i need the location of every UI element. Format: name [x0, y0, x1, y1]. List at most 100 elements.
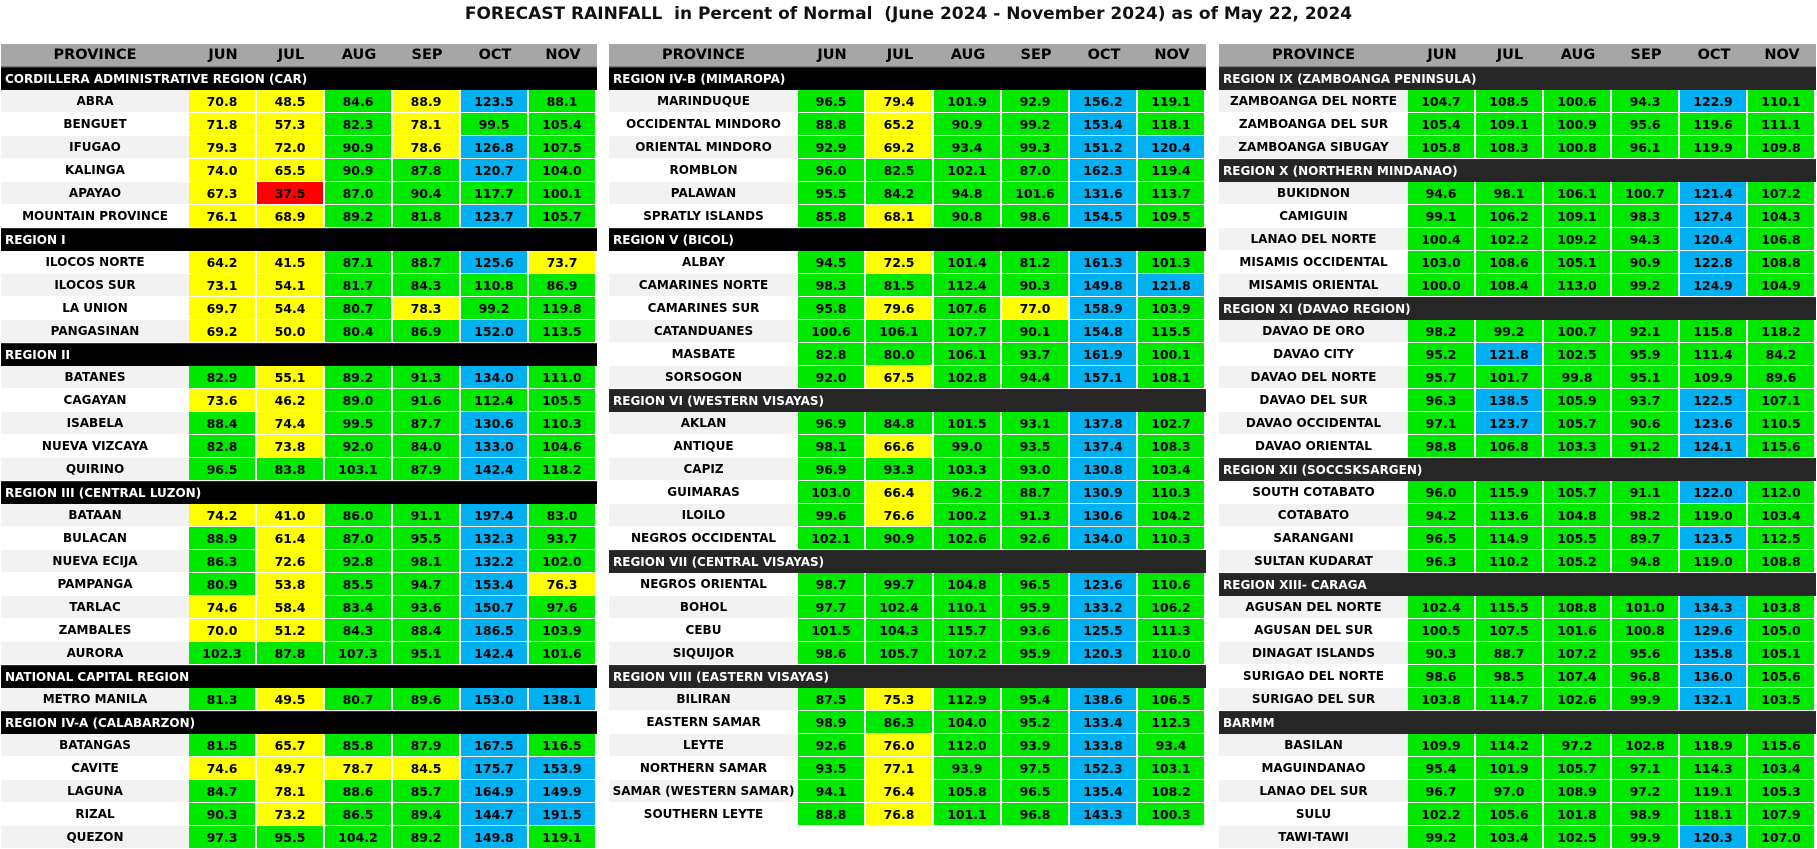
value-cell-aug: 80.7: [325, 297, 393, 320]
value-cell-jul: 108.3: [1476, 136, 1544, 159]
value-cell-aug: 106.1: [934, 343, 1002, 366]
value-cell-aug: 100.8: [1544, 136, 1612, 159]
table-row: ZAMBOANGA DEL NORTE 104.7 108.5 100.6 94.3 12…: [1219, 90, 1816, 113]
value-cell-nov: 121.8: [1138, 274, 1206, 297]
value-cell-jun: 98.6: [798, 642, 866, 665]
value-cell-sep: 95.6: [1612, 113, 1680, 136]
value-cell-jul: 95.5: [257, 826, 325, 849]
province-name: DAVAO DEL SUR: [1219, 389, 1408, 412]
region-name: REGION III (CENTRAL LUZON): [1, 481, 597, 504]
table-row: SORSOGON 92.0 67.5 102.8 94.4 157.1 108.1: [609, 366, 1206, 389]
table-row: AGUSAN DEL NORTE 102.4 115.5 108.8 101.0 134.…: [1219, 596, 1816, 619]
province-name: ZAMBOANGA SIBUGAY: [1219, 136, 1408, 159]
value-cell-jun: 69.2: [189, 320, 257, 343]
value-cell-oct: 109.9: [1680, 366, 1748, 389]
value-cell-aug: 90.9: [934, 113, 1002, 136]
table-row: AKLAN 96.9 84.8 101.5 93.1 137.8 102.7: [609, 412, 1206, 435]
value-cell-nov: 118.1: [1138, 113, 1206, 136]
value-cell-sep: 87.9: [393, 458, 461, 481]
value-cell-jun: 82.9: [189, 366, 257, 389]
value-cell-jul: 41.0: [257, 504, 325, 527]
column-header-oct: OCT: [1070, 44, 1138, 67]
region-header-row: REGION III (CENTRAL LUZON): [1, 481, 597, 504]
province-name: CAMIGUIN: [1219, 205, 1408, 228]
table-row: NEGROS OCCIDENTAL 102.1 90.9 102.6 92.6 134.0…: [609, 527, 1206, 550]
province-name: DAVAO OCCIDENTAL: [1219, 412, 1408, 435]
value-cell-jun: 70.0: [189, 619, 257, 642]
value-cell-sep: 98.2: [1612, 504, 1680, 527]
province-name: KALINGA: [1, 159, 189, 182]
value-cell-aug: 97.2: [1544, 734, 1612, 757]
table-row: KALINGA 74.0 65.5 90.9 87.8 120.7 104.0: [1, 159, 597, 182]
value-cell-sep: 93.7: [1002, 343, 1070, 366]
table-row: CAMIGUIN 99.1 106.2 109.1 98.3 127.4 104.3: [1219, 205, 1816, 228]
table-row: DAVAO DEL SUR 96.3 138.5 105.9 93.7 122.5 107.…: [1219, 389, 1816, 412]
table-row: PALAWAN 95.5 84.2 94.8 101.6 131.6 113.7: [609, 182, 1206, 205]
value-cell-oct: 153.0: [461, 688, 529, 711]
table-row: NORTHERN SAMAR 93.5 77.1 93.9 97.5 152.3 103.1: [609, 757, 1206, 780]
value-cell-sep: 81.2: [1002, 251, 1070, 274]
value-cell-jun: 88.8: [798, 113, 866, 136]
value-cell-aug: 89.0: [325, 389, 393, 412]
value-cell-sep: 101.0: [1612, 596, 1680, 619]
value-cell-aug: 107.2: [934, 642, 1002, 665]
value-cell-jul: 51.2: [257, 619, 325, 642]
region-name: REGION V (BICOL): [609, 228, 1206, 251]
value-cell-jul: 79.6: [866, 297, 934, 320]
region-name: REGION IV-A (CALABARZON): [1, 711, 597, 734]
value-cell-sep: 78.1: [393, 113, 461, 136]
value-cell-oct: 99.5: [461, 113, 529, 136]
value-cell-sep: 88.7: [1002, 481, 1070, 504]
value-cell-oct: 132.3: [461, 527, 529, 550]
value-cell-aug: 92.8: [325, 550, 393, 573]
province-name: ILOCOS NORTE: [1, 251, 189, 274]
value-cell-jun: 79.3: [189, 136, 257, 159]
value-cell-sep: 98.1: [393, 550, 461, 573]
table-row: BUKIDNON 94.6 98.1 106.1 100.7 121.4 107.2: [1219, 182, 1816, 205]
value-cell-jun: 96.5: [798, 90, 866, 113]
value-cell-nov: 104.3: [1748, 205, 1816, 228]
value-cell-oct: 158.9: [1070, 297, 1138, 320]
table-row: CATANDUANES 100.6 106.1 107.7 90.1 154.8 115.5: [609, 320, 1206, 343]
table-row: PAMPANGA 80.9 53.8 85.5 94.7 153.4 76.3: [1, 573, 597, 596]
value-cell-nov: 116.5: [529, 734, 597, 757]
value-cell-nov: 110.3: [1138, 527, 1206, 550]
value-cell-nov: 102.0: [529, 550, 597, 573]
value-cell-oct: 142.4: [461, 642, 529, 665]
table-row: OCCIDENTAL MINDORO 88.8 65.2 90.9 99.2 153.4 1…: [609, 113, 1206, 136]
value-cell-jun: 87.5: [798, 688, 866, 711]
province-name: CEBU: [609, 619, 798, 642]
value-cell-jun: 84.7: [189, 780, 257, 803]
table-row: ABRA 70.8 48.5 84.6 88.9 123.5 88.1: [1, 90, 597, 113]
value-cell-sep: 78.6: [393, 136, 461, 159]
value-cell-jul: 101.7: [1476, 366, 1544, 389]
value-cell-sep: 95.6: [1612, 642, 1680, 665]
value-cell-jun: 81.3: [189, 688, 257, 711]
value-cell-nov: 110.3: [1138, 481, 1206, 504]
value-cell-jul: 113.6: [1476, 504, 1544, 527]
value-cell-sep: 98.3: [1612, 205, 1680, 228]
table-row: SULTAN KUDARAT 96.3 110.2 105.2 94.8 119.0 108…: [1219, 550, 1816, 573]
value-cell-jun: 92.6: [798, 734, 866, 757]
value-cell-nov: 108.3: [1138, 435, 1206, 458]
province-name: BILIRAN: [609, 688, 798, 711]
table-row: IFUGAO 79.3 72.0 90.9 78.6 126.8 107.5: [1, 136, 597, 159]
value-cell-jul: 68.9: [257, 205, 325, 228]
table-row: DAVAO CITY 95.2 121.8 102.5 95.9 111.4 84.2: [1219, 343, 1816, 366]
value-cell-oct: 129.6: [1680, 619, 1748, 642]
province-name: APAYAO: [1, 182, 189, 205]
province-name: ZAMBOANGA DEL SUR: [1219, 113, 1408, 136]
table-row: BENGUET 71.8 57.3 82.3 78.1 99.5 105.4: [1, 113, 597, 136]
value-cell-oct: 149.8: [1070, 274, 1138, 297]
value-cell-sep: 93.9: [1002, 734, 1070, 757]
province-name: BUKIDNON: [1219, 182, 1408, 205]
value-cell-sep: 95.1: [1612, 366, 1680, 389]
value-cell-nov: 73.7: [529, 251, 597, 274]
value-cell-jul: 103.4: [1476, 826, 1544, 849]
value-cell-aug: 100.9: [1544, 113, 1612, 136]
table-row: PANGASINAN 69.2 50.0 80.4 86.9 152.0 113.5: [1, 320, 597, 343]
value-cell-sep: 97.1: [1612, 757, 1680, 780]
value-cell-jun: 74.2: [189, 504, 257, 527]
value-cell-sep: 93.1: [1002, 412, 1070, 435]
value-cell-nov: 111.3: [1138, 619, 1206, 642]
